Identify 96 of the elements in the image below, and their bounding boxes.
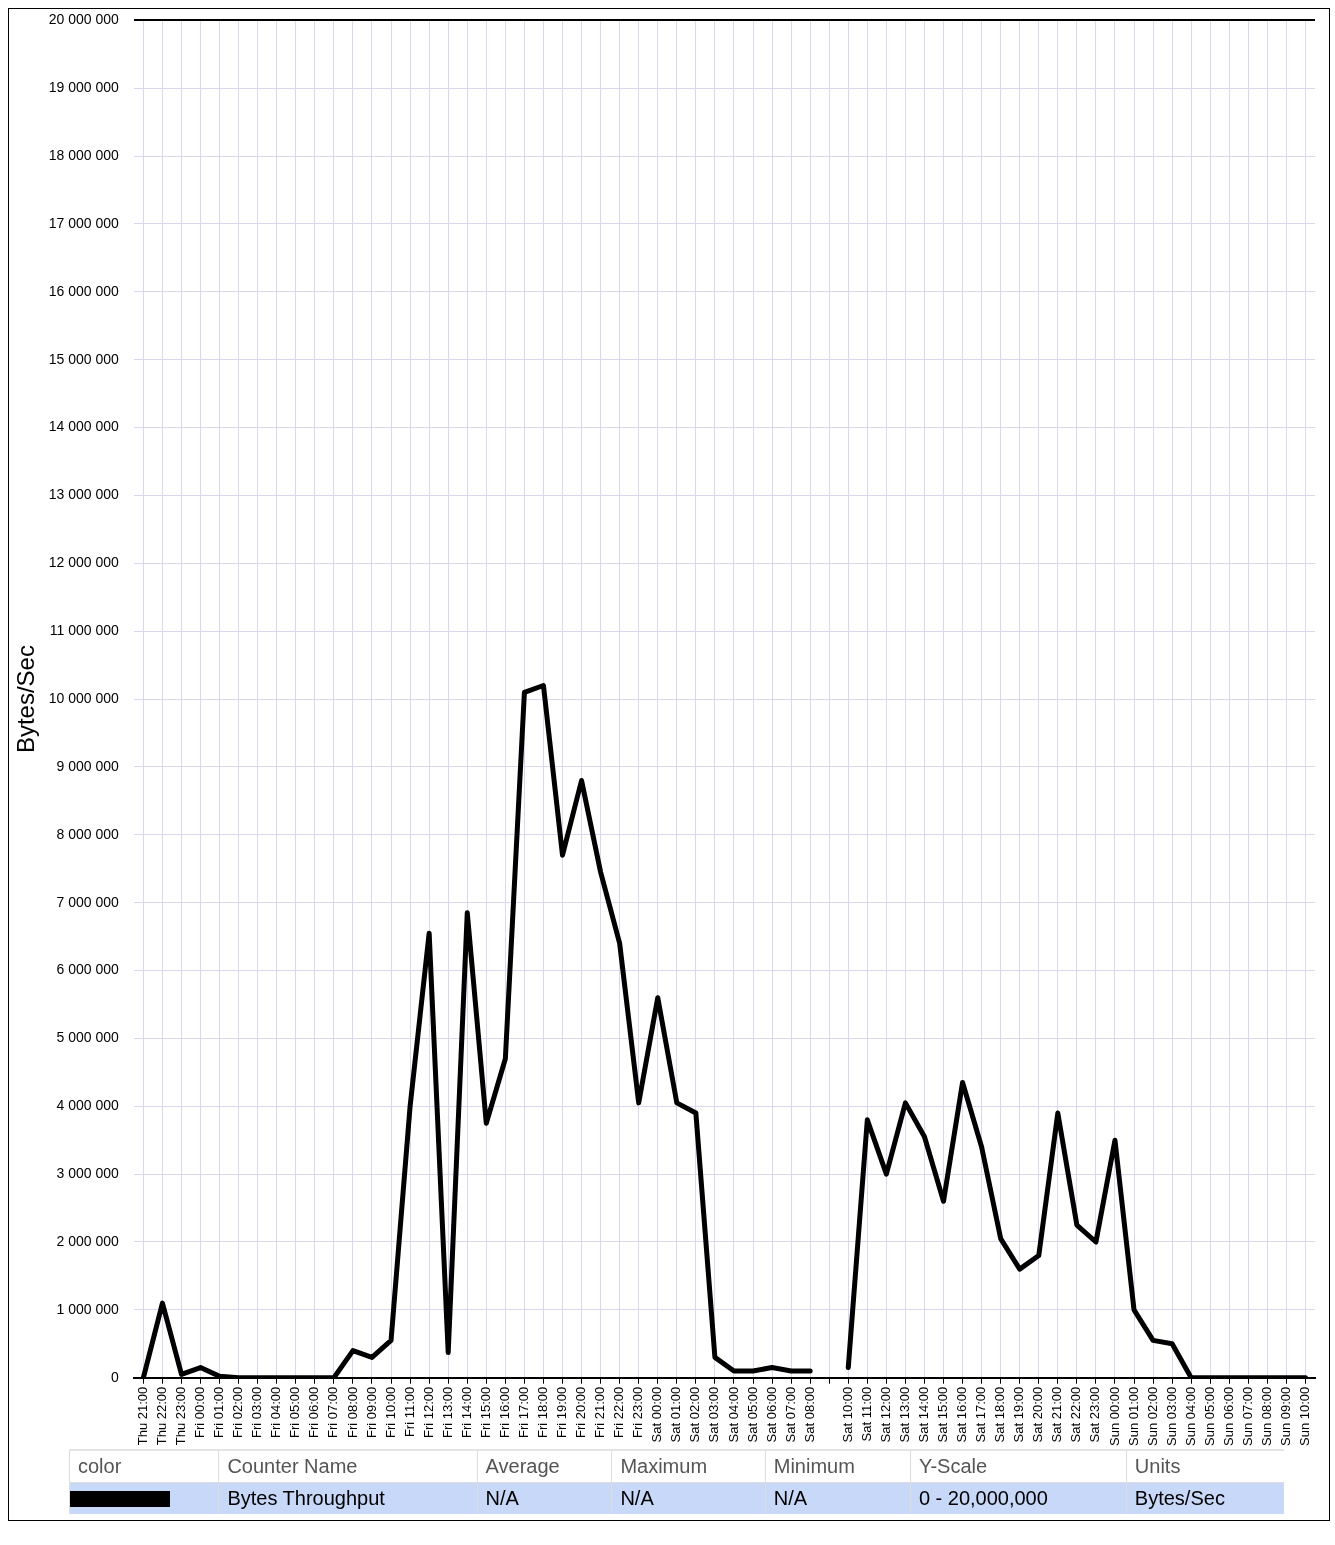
y-tick-label: 13 000 000	[48, 486, 120, 503]
x-tick-label: Sat 19:00	[1011, 1386, 1027, 1443]
x-tick-label: Sat 20:00	[1030, 1386, 1046, 1443]
x-tick-label: Sat 08:00	[801, 1386, 817, 1443]
x-tick-label: Fri 21:00	[592, 1386, 608, 1439]
text: Bytes Throughput	[218, 1482, 478, 1514]
x-tick-label: Fri 17:00	[515, 1386, 531, 1439]
x-tick-label: Sun 00:00	[1106, 1386, 1122, 1447]
x-tick-label: Sat 11:00	[858, 1386, 874, 1442]
text: Average	[477, 1450, 612, 1483]
y-tick-label: 14 000 000	[48, 418, 120, 435]
x-tick-label: Sat 06:00	[763, 1386, 779, 1443]
text: Maximum	[611, 1450, 766, 1483]
text: Y-Scale	[910, 1450, 1127, 1483]
x-tick-label: Sat 22:00	[1068, 1386, 1084, 1443]
y-tick-label: 4 000 000	[56, 1097, 120, 1114]
y-axis-title: Bytes/Sec	[12, 645, 40, 754]
y-tick-label: 18 000 000	[48, 146, 120, 163]
x-tick-label: Fri 19:00	[554, 1386, 570, 1439]
x-tick-label: Sat 14:00	[916, 1386, 932, 1443]
x-tick-label: Fri 22:00	[611, 1386, 627, 1439]
x-tick-label: Sat 15:00	[935, 1386, 951, 1443]
x-tick-label: Fri 04:00	[268, 1386, 284, 1439]
y-tick-label: 8 000 000	[56, 825, 120, 842]
x-tick-label: Fri 16:00	[496, 1386, 512, 1439]
y-tick-label: 10 000 000	[48, 689, 120, 706]
text: Bytes/Sec	[1126, 1482, 1284, 1514]
text: color	[69, 1450, 219, 1483]
x-tick-label: Sat 02:00	[687, 1386, 703, 1443]
x-tick-label: Fri 06:00	[306, 1386, 322, 1439]
x-tick-label: Fri 12:00	[420, 1386, 436, 1439]
y-tick-label: 17 000 000	[48, 214, 120, 231]
y-tick-label: 1 000 000	[56, 1300, 120, 1317]
text: 0 - 20,000,000	[910, 1482, 1127, 1514]
x-tick-label: Fri 01:00	[211, 1386, 227, 1439]
text: Counter Name	[218, 1450, 478, 1483]
x-tick-label: Fri 23:00	[630, 1386, 646, 1439]
y-tick-label: 5 000 000	[56, 1029, 120, 1046]
y-tick-label: 16 000 000	[48, 282, 120, 299]
x-tick-label: Fri 20:00	[573, 1386, 589, 1439]
text: Minimum	[765, 1450, 911, 1483]
x-tick-label: Sat 00:00	[649, 1386, 665, 1443]
text: N/A	[765, 1482, 911, 1514]
x-tick-label: Fri 02:00	[230, 1386, 246, 1439]
text: N/A	[477, 1482, 612, 1514]
x-tick-label: Fri 18:00	[535, 1386, 551, 1439]
x-tick-label: Sun 01:00	[1125, 1386, 1141, 1447]
y-tick-label: 9 000 000	[56, 757, 120, 774]
x-tick-label: Sat 17:00	[973, 1386, 989, 1443]
x-tick-label: Thu 23:00	[173, 1386, 189, 1446]
x-tick-label: Fri 09:00	[363, 1386, 379, 1439]
x-tick-label: Sat 13:00	[896, 1386, 912, 1443]
x-tick-label: Thu 21:00	[134, 1386, 150, 1446]
y-tick-label: 20 000 000	[48, 11, 120, 28]
x-tick-label: Sat 23:00	[1087, 1386, 1103, 1443]
x-tick-label: Fri 11:00	[401, 1386, 417, 1438]
y-tick-label: 6 000 000	[56, 961, 120, 978]
x-tick-label: Fri 07:00	[325, 1386, 341, 1439]
x-tick-label: Sat 18:00	[992, 1386, 1008, 1443]
x-tick-label: Sat 10:00	[839, 1386, 855, 1443]
x-tick-label: Thu 22:00	[154, 1386, 170, 1446]
y-tick-label: 12 000 000	[48, 554, 120, 571]
x-tick-label: Fri 00:00	[192, 1386, 208, 1439]
x-tick-label: Fri 15:00	[477, 1386, 493, 1439]
y-tick-label: 3 000 000	[56, 1164, 120, 1181]
text: N/A	[611, 1482, 766, 1514]
x-tick-label: Fri 08:00	[344, 1386, 360, 1439]
x-tick-label: Sat 21:00	[1049, 1386, 1065, 1443]
x-tick-label: Fri 13:00	[439, 1386, 455, 1439]
x-tick-label: Sun 08:00	[1258, 1386, 1274, 1447]
x-tick-label: Sat 05:00	[744, 1386, 760, 1443]
x-tick-label: Sat 12:00	[877, 1386, 893, 1443]
y-tick-label: 0	[111, 1368, 120, 1385]
x-tick-label: Sat 03:00	[706, 1386, 722, 1443]
y-tick-label: 11 000 000	[49, 622, 120, 639]
x-tick-label: Fri 03:00	[249, 1386, 265, 1439]
y-tick-label: 15 000 000	[48, 350, 120, 367]
x-tick-label: Sun 04:00	[1182, 1386, 1198, 1447]
x-tick-label: Fri 10:00	[382, 1386, 398, 1439]
x-tick-label: Sun 03:00	[1163, 1386, 1179, 1447]
x-tick-label: Fri 14:00	[458, 1386, 474, 1439]
x-tick-label: Sun 05:00	[1201, 1386, 1217, 1447]
x-tick-label: Sat 04:00	[725, 1386, 741, 1443]
x-tick-label: Sat 16:00	[954, 1386, 970, 1443]
x-tick-label: Sat 01:00	[668, 1386, 684, 1443]
y-tick-label: 19 000 000	[48, 79, 120, 96]
x-tick-label: Sun 07:00	[1239, 1386, 1255, 1447]
x-tick-label: Sun 06:00	[1220, 1386, 1236, 1447]
x-tick-label: Sun 10:00	[1297, 1386, 1313, 1447]
y-tick-label: 7 000 000	[56, 893, 120, 910]
y-tick-label: 2 000 000	[56, 1232, 120, 1249]
x-tick-label: Sat 07:00	[782, 1386, 798, 1443]
x-tick-label: Sun 02:00	[1144, 1386, 1160, 1447]
x-tick-label: Sun 09:00	[1278, 1386, 1293, 1447]
text: Units	[1126, 1450, 1284, 1483]
x-tick-label: Fri 05:00	[287, 1386, 303, 1439]
